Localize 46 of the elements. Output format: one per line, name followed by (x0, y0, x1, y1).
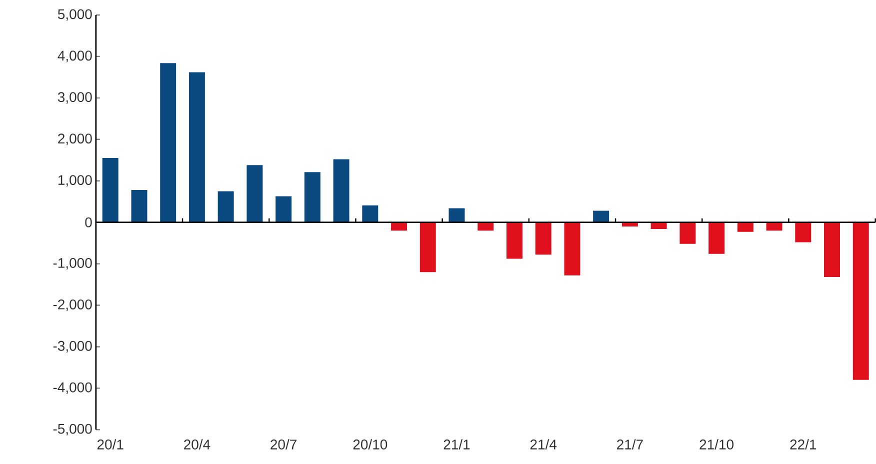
y-tick-label: -5,000 (53, 424, 92, 436)
bar (564, 222, 580, 276)
y-tick-label: 5,000 (58, 9, 92, 21)
bar (795, 222, 812, 242)
bar (478, 222, 494, 231)
bar (535, 222, 552, 255)
bar (218, 191, 234, 223)
y-tick-label: 4,000 (58, 50, 92, 62)
x-tick-label: 20/1 (97, 439, 124, 450)
bar (448, 208, 465, 223)
bar (593, 210, 610, 223)
bar (737, 222, 754, 232)
y-tick-label: -4,000 (53, 382, 92, 394)
bar (824, 222, 840, 278)
bar (304, 172, 320, 223)
bar (852, 222, 869, 380)
bar (680, 222, 696, 244)
bar (420, 222, 436, 272)
x-tick-label: 21/1 (444, 439, 470, 450)
bar (188, 72, 205, 223)
x-tick-label: 21/7 (617, 439, 643, 450)
y-tick-label: -3,000 (53, 341, 92, 353)
bar (506, 222, 522, 259)
y-tick-label: 1,000 (58, 175, 92, 187)
bar (362, 206, 378, 223)
bar (650, 222, 667, 230)
bar (391, 222, 408, 231)
x-tick-label: 20/4 (184, 439, 210, 450)
bar (131, 190, 148, 223)
x-tick-label: 20/7 (270, 439, 296, 450)
x-tick-label: 20/10 (353, 439, 388, 450)
x-tick-label: 21/10 (700, 439, 734, 450)
x-tick-label: 22/1 (790, 439, 816, 450)
y-tick-label: -2,000 (53, 300, 92, 312)
y-tick-label: -1,000 (53, 258, 92, 270)
y-tick-label: 2,000 (58, 134, 92, 146)
y-tick-label: 0 (85, 218, 92, 228)
bar (246, 165, 263, 223)
bar (766, 222, 782, 231)
bar (333, 159, 350, 223)
bar (276, 196, 292, 223)
bar (708, 222, 725, 254)
y-tick-label: 3,000 (58, 92, 92, 104)
x-tick-label: 21/4 (530, 439, 557, 450)
bar (160, 63, 176, 223)
bar (102, 158, 118, 223)
